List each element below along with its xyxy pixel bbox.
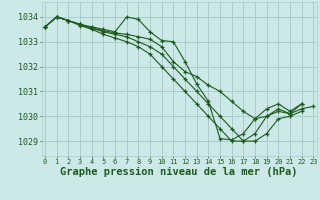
X-axis label: Graphe pression niveau de la mer (hPa): Graphe pression niveau de la mer (hPa) xyxy=(60,167,298,177)
